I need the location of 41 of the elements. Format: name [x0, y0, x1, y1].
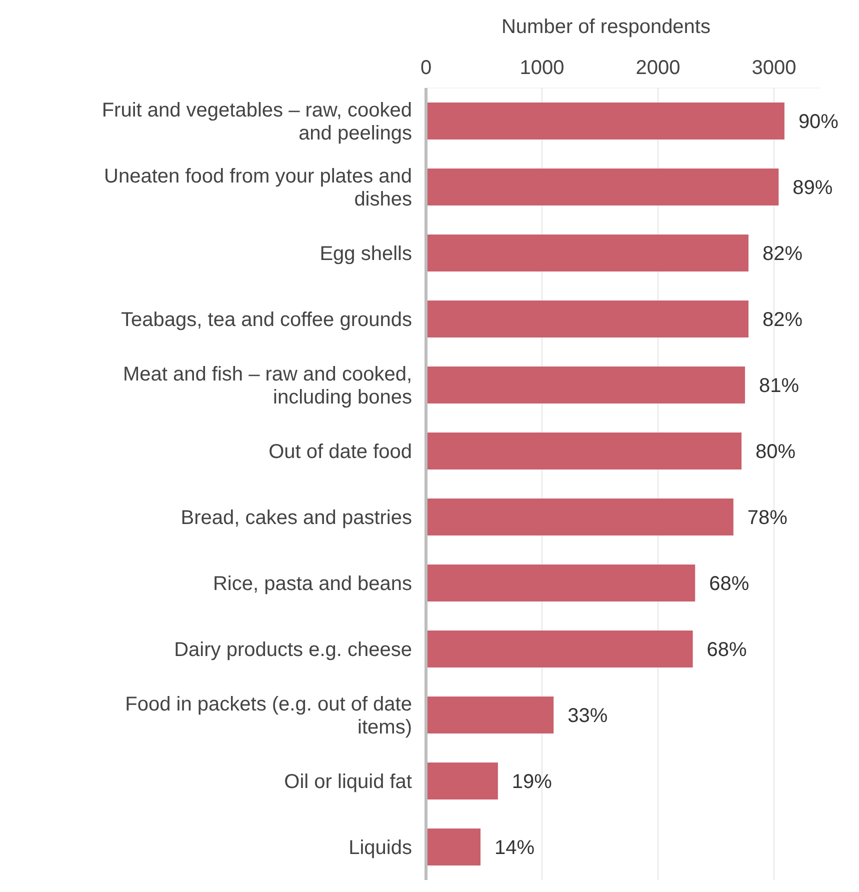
- bar: [426, 498, 734, 536]
- y-tick-label: Uneaten food from your plates and dishes: [104, 166, 412, 210]
- y-tick-label: Food in packets (e.g. out of date items): [125, 694, 412, 738]
- annotation: 33%: [568, 705, 608, 727]
- y-tick-label: Rice, pasta and beans: [212, 573, 412, 595]
- annotation: 80%: [756, 441, 796, 463]
- bar: [426, 300, 748, 338]
- annotation: 82%: [762, 243, 803, 265]
- y-tick-label: Egg shells: [320, 243, 412, 265]
- y-tick-label: Meat and fish – raw and cooked, including bones: [122, 364, 412, 408]
- annotation: 68%: [709, 573, 750, 595]
- annotation: 82%: [762, 309, 803, 331]
- annotation: 81%: [759, 375, 800, 397]
- x-tick-label: 1000: [520, 57, 564, 79]
- annotation: 68%: [706, 639, 748, 661]
- annotation: 14%: [494, 837, 535, 859]
- x-tick-label: 3000: [752, 57, 796, 79]
- annotation: 19%: [512, 771, 552, 793]
- annotation: 89%: [792, 177, 833, 199]
- bar: [426, 828, 481, 866]
- y-tick-label: Dairy products e.g. cheese: [174, 639, 412, 661]
- x-axis-title: Number of respondents: [501, 16, 711, 38]
- y-tick-label: Fruit and vegetables – raw, cooked and peelings: [102, 100, 412, 144]
- bar: [426, 234, 748, 272]
- bar: [426, 696, 554, 734]
- y-tick-label: Out of date food: [268, 441, 412, 463]
- bar: [426, 102, 784, 140]
- bar: [426, 366, 745, 404]
- y-tick-label: Liquids: [348, 837, 412, 859]
- x-tick-label: 2000: [636, 57, 680, 79]
- x-tick-label: 0: [420, 57, 432, 79]
- annotation: 78%: [747, 507, 788, 529]
- bar: [426, 630, 693, 668]
- bar: [426, 168, 779, 206]
- y-tick-label: Teabags, tea and coffee grounds: [121, 309, 412, 331]
- bar: [426, 432, 742, 470]
- y-tick-label: Bread, cakes and pastries: [180, 507, 412, 529]
- y-tick-label: Oil or liquid fat: [284, 771, 412, 793]
- bar: [426, 762, 498, 800]
- bar: [426, 564, 696, 602]
- annotation: 90%: [798, 111, 839, 133]
